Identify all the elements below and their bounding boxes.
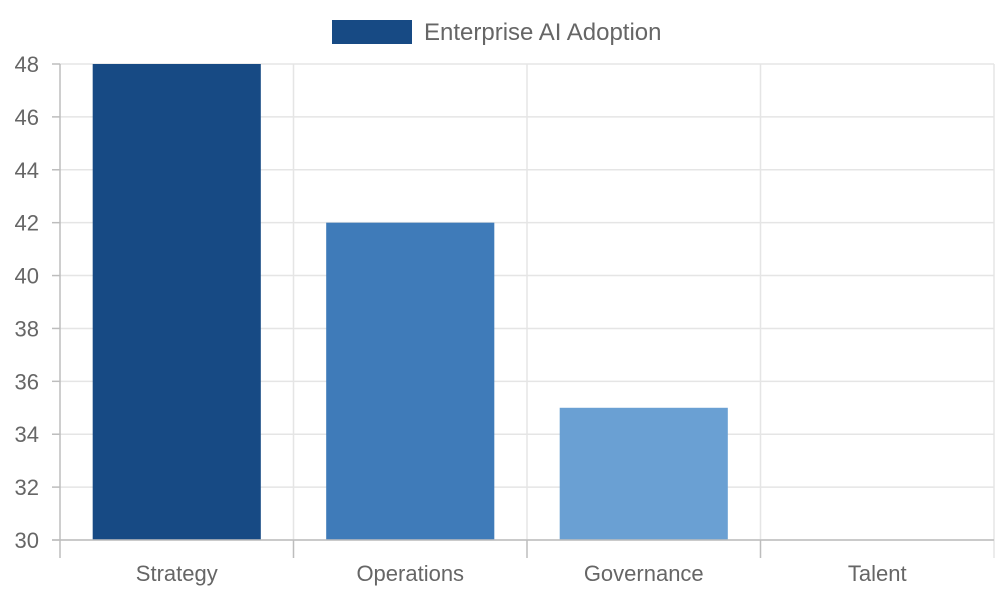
y-tick-label: 40 <box>15 264 39 289</box>
legend-label[interactable]: Enterprise AI Adoption <box>424 19 662 46</box>
bar-strategy[interactable] <box>92 64 261 540</box>
x-tick-label: Talent <box>848 561 907 586</box>
axes-layer <box>52 63 995 558</box>
y-tick-label: 44 <box>15 158 39 183</box>
bar-operations[interactable] <box>326 222 495 540</box>
y-tick-label: 48 <box>15 52 39 77</box>
y-tick-label: 46 <box>15 105 39 130</box>
x-tick-label: Strategy <box>136 561 218 586</box>
x-tick-label: Operations <box>356 561 464 586</box>
x-tick-label: Governance <box>584 561 704 586</box>
legend[interactable]: Enterprise AI Adoption <box>332 19 662 46</box>
y-tick-label: 32 <box>15 475 39 500</box>
bar-governance[interactable] <box>559 407 728 540</box>
bars-layer <box>92 64 728 540</box>
y-tick-label: 42 <box>15 211 39 236</box>
y-tick-label: 38 <box>15 316 39 341</box>
labels-layer: 30 32 34 36 38 40 42 44 46 48 Strategy Operations Go… <box>15 52 907 586</box>
y-tick-label: 34 <box>15 422 39 447</box>
legend-swatch[interactable] <box>332 20 412 44</box>
y-tick-label: 36 <box>15 369 39 394</box>
y-tick-label: 30 <box>15 528 39 553</box>
